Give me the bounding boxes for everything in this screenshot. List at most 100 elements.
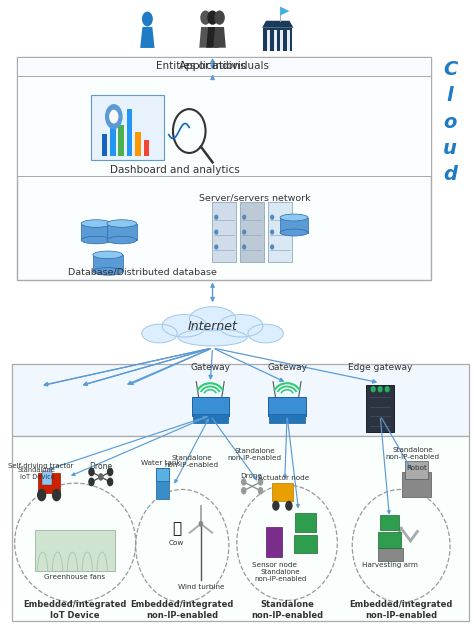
Text: Standalone
IoT Device: Standalone IoT Device xyxy=(18,467,56,480)
FancyBboxPatch shape xyxy=(93,255,123,271)
FancyBboxPatch shape xyxy=(405,460,428,479)
Text: Actuator node: Actuator node xyxy=(258,475,309,481)
Circle shape xyxy=(215,245,218,249)
Circle shape xyxy=(285,501,292,511)
Circle shape xyxy=(378,387,382,392)
Text: Entities or individuals: Entities or individuals xyxy=(156,62,269,72)
Polygon shape xyxy=(267,30,270,51)
Ellipse shape xyxy=(105,104,123,129)
Ellipse shape xyxy=(162,315,206,337)
FancyBboxPatch shape xyxy=(118,125,124,156)
Polygon shape xyxy=(280,7,290,16)
Circle shape xyxy=(243,245,246,249)
Text: u: u xyxy=(443,139,457,158)
Text: Standalone
non-IP-enabled: Standalone non-IP-enabled xyxy=(386,447,440,460)
FancyBboxPatch shape xyxy=(378,532,401,548)
FancyBboxPatch shape xyxy=(269,414,305,423)
Text: Standalone
non-IP-enabled: Standalone non-IP-enabled xyxy=(251,600,323,620)
FancyBboxPatch shape xyxy=(17,57,431,279)
Polygon shape xyxy=(199,27,212,48)
FancyBboxPatch shape xyxy=(294,534,317,553)
Circle shape xyxy=(88,467,95,476)
Circle shape xyxy=(371,387,375,392)
FancyBboxPatch shape xyxy=(144,141,149,156)
FancyBboxPatch shape xyxy=(38,472,60,492)
FancyBboxPatch shape xyxy=(295,513,316,532)
Circle shape xyxy=(271,245,273,249)
Ellipse shape xyxy=(109,110,118,124)
Text: Drone: Drone xyxy=(89,462,112,472)
Circle shape xyxy=(199,521,203,527)
Text: Sensor node: Sensor node xyxy=(252,561,297,568)
FancyBboxPatch shape xyxy=(212,202,237,262)
FancyBboxPatch shape xyxy=(12,436,469,621)
FancyBboxPatch shape xyxy=(135,133,141,156)
Text: l: l xyxy=(447,87,453,106)
FancyBboxPatch shape xyxy=(42,471,52,485)
Circle shape xyxy=(98,473,104,480)
Polygon shape xyxy=(280,30,283,51)
Ellipse shape xyxy=(280,229,308,236)
Text: Standalone
non-IP-enabled: Standalone non-IP-enabled xyxy=(255,570,307,582)
Circle shape xyxy=(258,487,263,494)
Ellipse shape xyxy=(81,220,111,227)
Text: Harvesting arm: Harvesting arm xyxy=(362,561,418,568)
Text: Wind turbine: Wind turbine xyxy=(178,583,224,590)
FancyBboxPatch shape xyxy=(192,414,228,423)
Circle shape xyxy=(271,215,273,219)
Polygon shape xyxy=(264,28,292,51)
FancyBboxPatch shape xyxy=(17,57,431,76)
Circle shape xyxy=(215,230,218,234)
FancyBboxPatch shape xyxy=(12,364,469,436)
Ellipse shape xyxy=(248,324,283,343)
Circle shape xyxy=(52,489,61,501)
Text: 🐄: 🐄 xyxy=(172,521,181,536)
FancyBboxPatch shape xyxy=(265,527,283,557)
Text: Self-driving tractor: Self-driving tractor xyxy=(8,463,73,468)
Ellipse shape xyxy=(219,315,263,337)
Circle shape xyxy=(107,467,113,476)
FancyBboxPatch shape xyxy=(268,397,306,416)
FancyBboxPatch shape xyxy=(401,472,431,497)
Text: o: o xyxy=(443,113,457,132)
Circle shape xyxy=(271,230,273,234)
FancyBboxPatch shape xyxy=(240,202,264,262)
Text: Server/servers network: Server/servers network xyxy=(199,193,310,203)
Circle shape xyxy=(214,11,225,24)
Text: Database/Distributed database: Database/Distributed database xyxy=(68,268,217,276)
Ellipse shape xyxy=(81,236,111,244)
Circle shape xyxy=(142,12,153,26)
Ellipse shape xyxy=(190,306,236,331)
FancyBboxPatch shape xyxy=(191,397,229,416)
Ellipse shape xyxy=(93,251,123,259)
Text: Embedded/integrated
non-IP-enabled: Embedded/integrated non-IP-enabled xyxy=(131,600,234,620)
FancyBboxPatch shape xyxy=(378,548,403,561)
Text: Internet: Internet xyxy=(188,320,237,333)
Circle shape xyxy=(215,215,218,219)
Text: Robot: Robot xyxy=(406,465,427,471)
Polygon shape xyxy=(206,27,219,48)
FancyBboxPatch shape xyxy=(127,109,132,156)
FancyBboxPatch shape xyxy=(380,514,399,530)
Text: d: d xyxy=(443,165,457,185)
Circle shape xyxy=(258,478,263,485)
Ellipse shape xyxy=(178,329,247,346)
Circle shape xyxy=(243,230,246,234)
FancyBboxPatch shape xyxy=(110,119,116,156)
Ellipse shape xyxy=(107,236,137,244)
Polygon shape xyxy=(287,30,290,51)
Polygon shape xyxy=(140,27,155,48)
Text: Cow: Cow xyxy=(169,539,184,546)
Text: Gateway: Gateway xyxy=(267,362,307,372)
Polygon shape xyxy=(273,30,277,51)
Text: Water tank: Water tank xyxy=(141,460,180,465)
FancyBboxPatch shape xyxy=(156,467,169,499)
Ellipse shape xyxy=(93,268,123,275)
FancyBboxPatch shape xyxy=(102,134,107,156)
Circle shape xyxy=(385,387,389,392)
Text: Dashboard and analytics: Dashboard and analytics xyxy=(110,165,240,175)
Ellipse shape xyxy=(280,214,308,221)
FancyBboxPatch shape xyxy=(280,217,308,232)
Circle shape xyxy=(241,487,246,494)
Text: Embedded/integrated
IoT Device: Embedded/integrated IoT Device xyxy=(24,600,127,620)
